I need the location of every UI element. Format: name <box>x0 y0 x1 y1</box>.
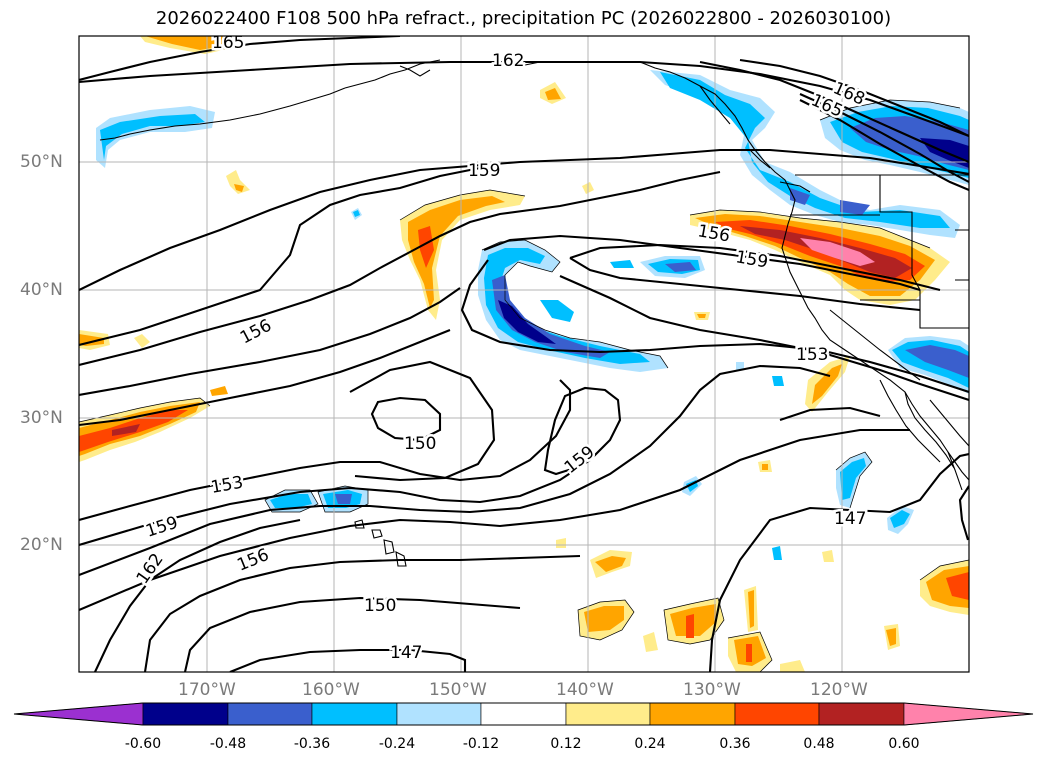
contour-label: 162 <box>492 51 524 71</box>
colorbar-extend-low <box>13 702 144 726</box>
lon-label: 170°W <box>178 680 236 700</box>
lon-label: 120°W <box>810 680 868 700</box>
shading-outlines <box>79 99 969 672</box>
colorbar-tick-label: -0.36 <box>293 736 331 752</box>
colorbar-bin <box>649 702 736 726</box>
colorbar-tick-label: -0.48 <box>209 736 247 752</box>
contour-label: 153 <box>796 345 828 365</box>
colorbar-tick-label: 0.12 <box>550 736 582 752</box>
colorbar-tick-label: 0.48 <box>803 736 835 752</box>
lon-label: 150°W <box>429 680 487 700</box>
colorbar-bin <box>227 702 313 726</box>
plot-frame <box>78 35 970 673</box>
contour-label: 156 <box>234 545 272 576</box>
colorbar-tick-label: -0.24 <box>378 736 416 752</box>
colorbar-bin <box>565 702 651 726</box>
lat-label: 40°N <box>20 280 63 300</box>
contour-label: 162 <box>133 550 168 588</box>
colorbar-bin <box>818 702 905 726</box>
contour-label: 147 <box>834 509 866 529</box>
colorbar-bin <box>480 702 567 726</box>
colorbar-bin <box>396 702 482 726</box>
lat-label: 20°N <box>20 535 63 555</box>
lon-label: 140°W <box>556 680 614 700</box>
contour-label: 159 <box>734 247 769 272</box>
contour-label: 165 <box>212 33 244 53</box>
colorbar-bin <box>734 702 820 726</box>
contour-label: 147 <box>390 643 422 663</box>
plot-area: 165 162 168 165 159 156 159 156 153 150 … <box>79 33 969 672</box>
lon-label: 130°W <box>683 680 741 700</box>
colorbar <box>13 702 1034 726</box>
coastlines <box>99 59 969 567</box>
contour-label: 159 <box>561 442 599 478</box>
lat-label: 30°N <box>20 408 63 428</box>
colorbar-extend-high <box>903 702 1034 726</box>
contour-label: 153 <box>209 473 244 498</box>
height-contours <box>79 36 969 672</box>
contour-label: 150 <box>364 596 396 616</box>
colorbar-tick-label: 0.36 <box>719 736 751 752</box>
colorbar-tick-label: 0.24 <box>634 736 666 752</box>
contour-label: 150 <box>404 434 436 454</box>
colorbar-tick-label: 0.60 <box>888 736 920 752</box>
colorbar-tick-label: -0.60 <box>124 736 162 752</box>
lon-label: 160°W <box>302 680 360 700</box>
colorbar-bin <box>311 702 398 726</box>
contour-label: 159 <box>468 161 500 181</box>
colorbar-bin <box>142 702 229 726</box>
colorbar-tick-label: -0.12 <box>462 736 500 752</box>
contour-label: 156 <box>696 221 731 246</box>
lat-label: 50°N <box>20 152 63 172</box>
map-title: 2026022400 F108 500 hPa refract., precip… <box>155 8 892 29</box>
